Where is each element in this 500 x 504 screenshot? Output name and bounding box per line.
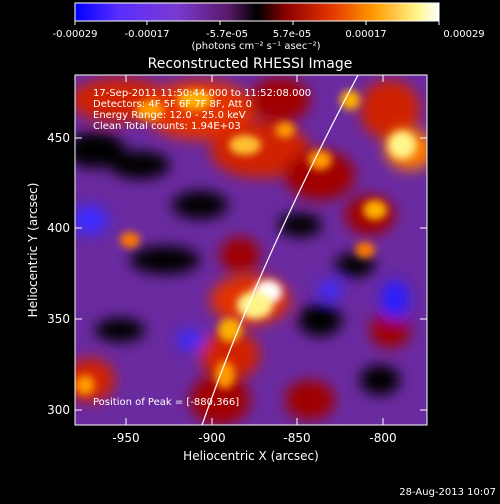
image-title: Reconstructed RHESSI Image bbox=[148, 56, 353, 72]
footer-timestamp: 28-Aug-2013 10:07 bbox=[399, 487, 496, 498]
peak-position-label: Position of Peak = [-880,366] bbox=[93, 397, 239, 408]
info-line-energy: Energy Range: 12.0 - 25.0 keV bbox=[93, 110, 246, 121]
info-line-counts: Clean Total counts: 1.94E+03 bbox=[93, 121, 241, 132]
colorbar-tick-label: 5.7e-05 bbox=[273, 29, 311, 40]
x-axis-label: Heliocentric X (arcsec) bbox=[183, 449, 319, 463]
colorbar-tick-label: -0.00017 bbox=[125, 29, 170, 40]
rhessi-image bbox=[75, 75, 427, 425]
colorbar: -0.00029 -0.00017 -5.7e-05 5.7e-05 0.000… bbox=[53, 2, 485, 52]
y-tick-label: 350 bbox=[47, 312, 70, 326]
colorbar-tick-label: -0.00029 bbox=[53, 29, 98, 40]
image-frame bbox=[74, 74, 428, 426]
colorbar-units-label: (photons cm⁻² s⁻¹ asec⁻²) bbox=[191, 41, 320, 52]
colorbar-gradient bbox=[74, 2, 440, 22]
x-tick-label: -900 bbox=[198, 431, 225, 445]
x-tick-label: -800 bbox=[369, 431, 396, 445]
y-axis-label: Heliocentric Y (arcsec) bbox=[26, 183, 40, 318]
colorbar-tick-label: 0.00017 bbox=[345, 29, 386, 40]
info-line-time: 17-Sep-2011 11:50:44.000 to 11:52:08.000 bbox=[93, 88, 311, 99]
y-tick-label: 300 bbox=[47, 403, 70, 417]
solar-limb-line bbox=[201, 75, 359, 425]
y-tick-label: 400 bbox=[47, 221, 70, 235]
x-tick-label: -850 bbox=[283, 431, 310, 445]
y-tick-label: 450 bbox=[47, 131, 70, 145]
colorbar-tick-label: 0.00029 bbox=[443, 29, 484, 40]
info-line-detectors: Detectors: 4F 5F 6F 7F 8F, Att 0 bbox=[93, 99, 252, 110]
axis-ticks bbox=[75, 75, 427, 425]
colorbar-tick-label: -5.7e-05 bbox=[206, 29, 248, 40]
x-tick-label: -950 bbox=[112, 431, 139, 445]
